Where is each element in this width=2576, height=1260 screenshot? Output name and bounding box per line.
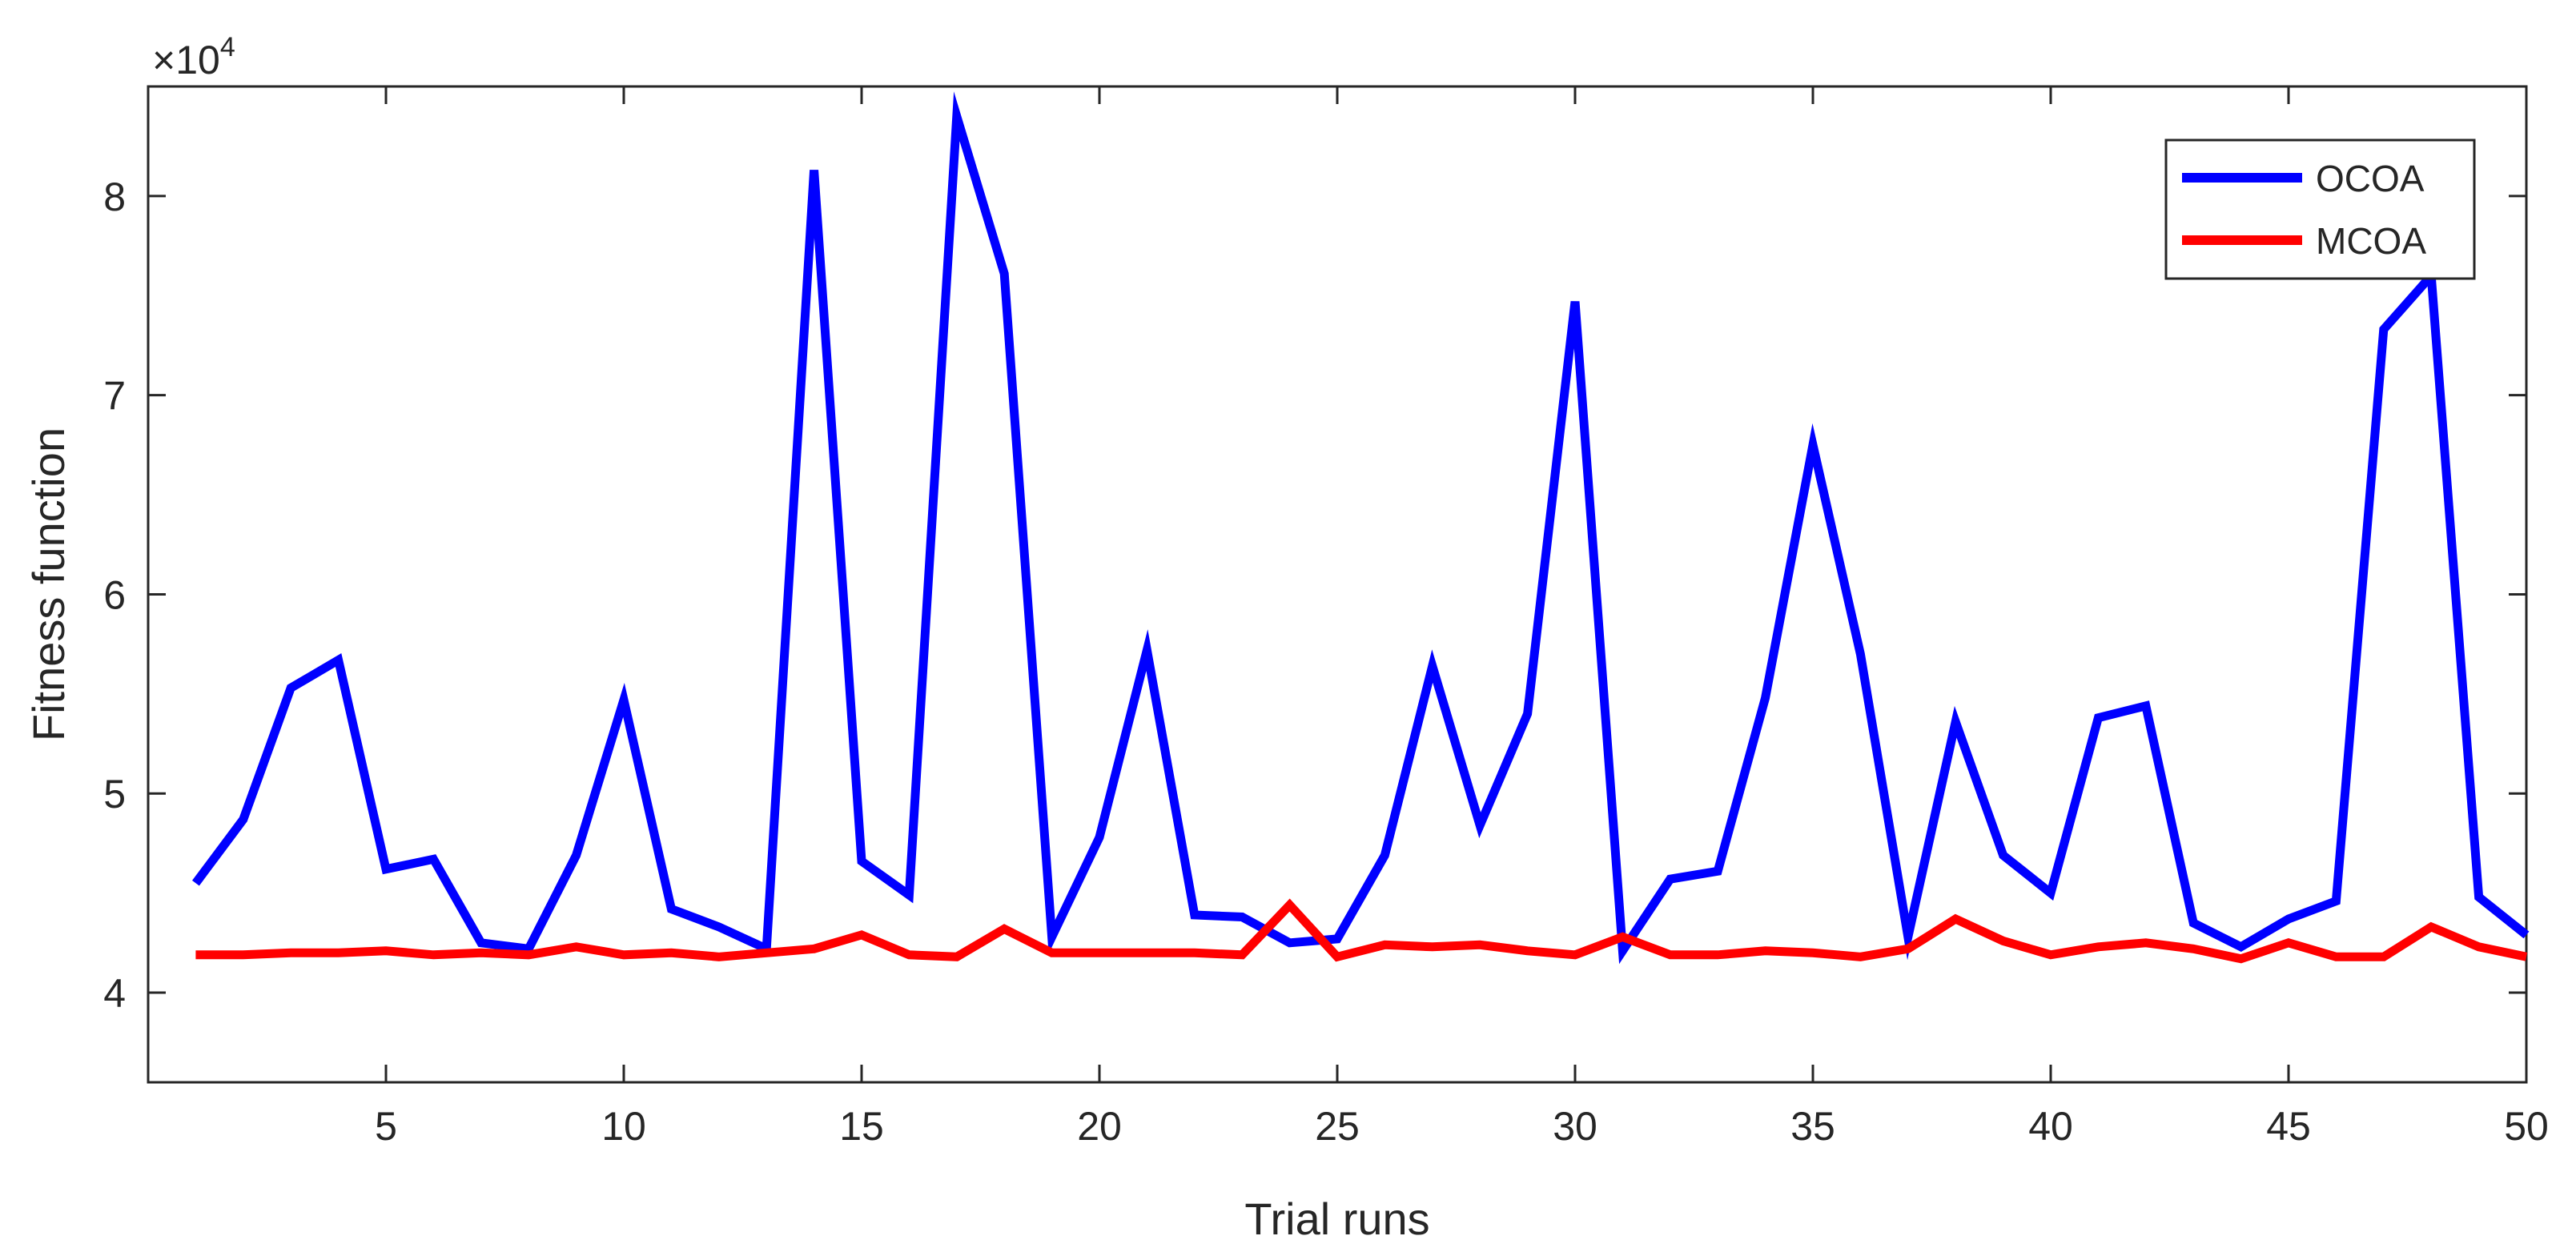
x-axis-ticks: 5 10 15 20 25 30 35 40 45 50 [375,86,2549,1149]
x-tick-label: 25 [1315,1104,1360,1149]
y-tick-label: 4 [103,971,126,1016]
y-exponent-base: ×10 [152,38,220,82]
x-tick-label: 15 [839,1104,884,1149]
y-tick-label: 6 [103,572,126,617]
x-tick-label: 30 [1553,1104,1597,1149]
x-tick-label: 50 [2504,1104,2549,1149]
y-exponent-power: 4 [220,32,235,62]
series-layer [191,91,2530,965]
legend-label-mcoa: MCOA [2316,220,2426,262]
legend-label-ocoa: OCOA [2316,158,2425,199]
y-tick-label: 5 [103,772,126,817]
x-tick-label: 35 [1790,1104,1835,1149]
y-tick-label: 8 [103,175,126,219]
y-exponent-label: ×104 [152,32,235,82]
series-line-mcoa [195,898,2528,964]
legend: OCOA MCOA [2164,138,2476,280]
x-tick-label: 20 [1077,1104,1122,1149]
legend-box [2164,138,2476,280]
y-axis-ticks: 4 5 6 7 8 [103,175,2526,1016]
x-tick-label: 40 [2028,1104,2073,1149]
y-tick-label: 7 [103,374,126,419]
y-axis-title: Fitness function [23,427,74,741]
series-line-ocoa [191,91,2530,965]
x-tick-label: 45 [2266,1104,2311,1149]
x-tick-label: 10 [601,1104,646,1149]
x-axis-title: Trial runs [1244,1194,1429,1244]
x-tick-label: 5 [375,1104,397,1149]
